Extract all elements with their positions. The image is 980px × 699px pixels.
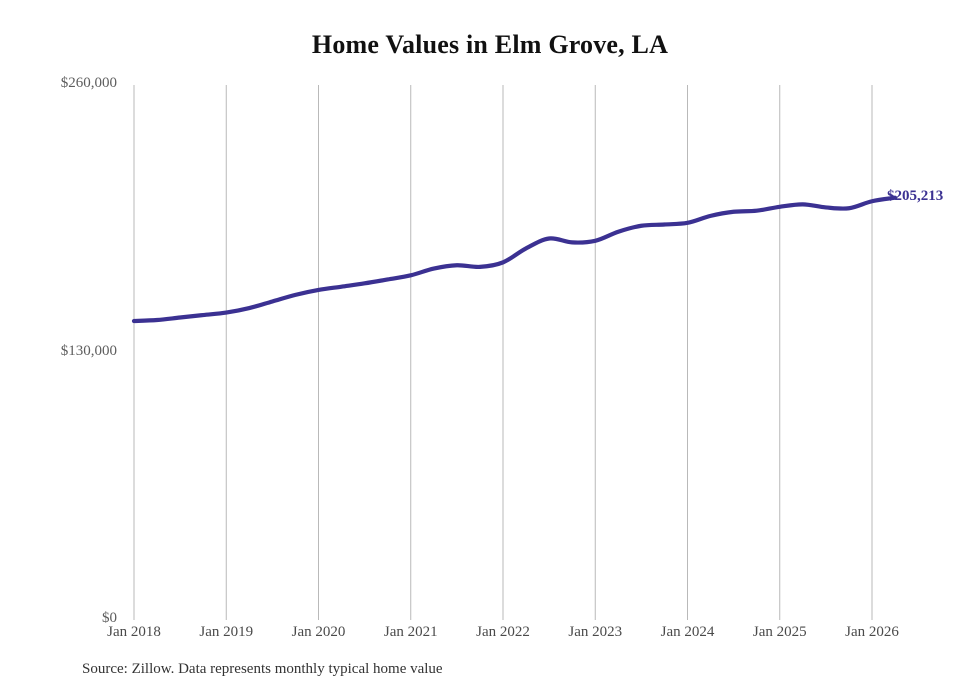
- end-value-label: $205,213: [887, 187, 944, 204]
- x-axis-tick-label: Jan 2025: [752, 624, 807, 640]
- x-axis-tick-label: Jan 2024: [660, 624, 715, 640]
- x-axis-tick-label: Jan 2018: [107, 624, 161, 640]
- x-axis-tick-label: Jan 2026: [845, 624, 899, 640]
- x-axis-tick-label: Jan 2020: [291, 624, 346, 640]
- y-axis-tick-label: $0: [102, 610, 117, 626]
- x-axis-tick-label: Jan 2021: [383, 624, 438, 640]
- source-note: Source: Zillow. Data represents monthly …: [82, 661, 443, 677]
- x-axis-tick-label: Jan 2022: [476, 624, 530, 640]
- y-axis-tick-label: $130,000: [60, 342, 117, 359]
- y-axis-tick-label: $260,000: [60, 75, 117, 91]
- chart-title: Home Values in Elm Grove, LA: [311, 30, 669, 59]
- x-axis-tick-label: Jan 2023: [568, 624, 623, 640]
- gridlines: [133, 85, 873, 620]
- x-axis-tick-label: Jan 2019: [199, 624, 254, 640]
- value-line-series: [131, 195, 898, 324]
